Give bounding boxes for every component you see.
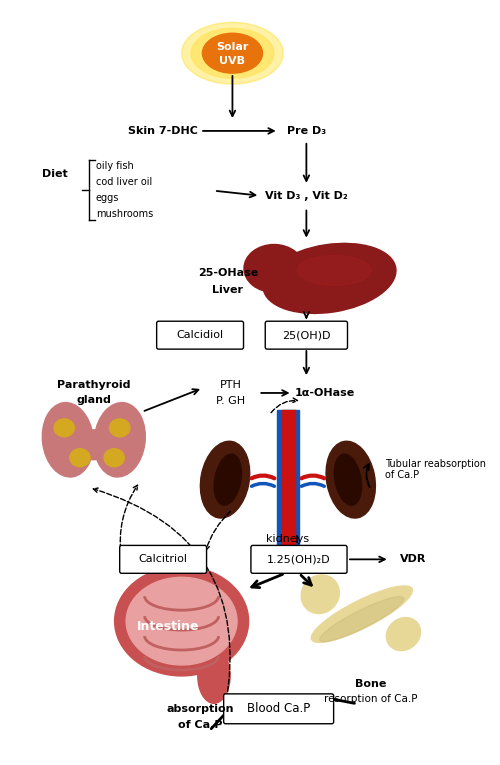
Text: Parathyroid: Parathyroid (57, 380, 130, 390)
Text: Liver: Liver (212, 285, 244, 295)
Ellipse shape (301, 575, 340, 614)
Ellipse shape (334, 454, 361, 505)
Text: mushrooms: mushrooms (96, 209, 153, 219)
Ellipse shape (94, 402, 146, 477)
Ellipse shape (42, 402, 94, 477)
Ellipse shape (386, 617, 420, 650)
Text: Pre D₃: Pre D₃ (287, 126, 326, 136)
Text: Vit D₃ , Vit D₂: Vit D₃ , Vit D₂ (265, 190, 347, 200)
Text: 1.25(OH)₂D: 1.25(OH)₂D (267, 555, 331, 565)
Text: 25-OHase: 25-OHase (198, 269, 258, 278)
Text: oily fish: oily fish (96, 161, 134, 171)
FancyArrowPatch shape (94, 488, 230, 706)
Ellipse shape (54, 419, 74, 437)
Text: eggs: eggs (96, 193, 119, 203)
Ellipse shape (114, 566, 248, 676)
Bar (277, 410, 299, 549)
Ellipse shape (70, 449, 90, 467)
Text: UVB: UVB (220, 56, 246, 66)
FancyBboxPatch shape (224, 694, 334, 724)
Text: PTH: PTH (220, 380, 242, 390)
Ellipse shape (198, 649, 230, 703)
Ellipse shape (110, 419, 130, 437)
Text: Calcidiol: Calcidiol (176, 330, 224, 340)
Ellipse shape (200, 441, 250, 518)
Text: P. GH: P. GH (216, 396, 245, 406)
Ellipse shape (244, 245, 304, 292)
Text: Tubular reabsorption
of Ca.P: Tubular reabsorption of Ca.P (385, 459, 486, 480)
Text: Solar: Solar (216, 42, 248, 52)
Text: Intestine: Intestine (136, 620, 199, 633)
Bar (282, 410, 296, 549)
FancyBboxPatch shape (120, 545, 206, 573)
Ellipse shape (214, 454, 242, 505)
Ellipse shape (126, 578, 237, 665)
Ellipse shape (191, 28, 274, 78)
Ellipse shape (297, 256, 371, 285)
Text: kidneys: kidneys (266, 535, 310, 545)
Ellipse shape (202, 33, 262, 73)
Ellipse shape (80, 430, 108, 460)
FancyBboxPatch shape (265, 321, 347, 349)
Text: cod liver oil: cod liver oil (96, 177, 152, 187)
Text: Diet: Diet (42, 169, 68, 179)
Text: resorption of Ca.P: resorption of Ca.P (324, 694, 418, 704)
Text: Blood Ca.P: Blood Ca.P (247, 702, 310, 715)
Text: of Ca.P: of Ca.P (178, 720, 222, 730)
Ellipse shape (326, 441, 376, 518)
Ellipse shape (312, 586, 412, 643)
Ellipse shape (104, 449, 124, 467)
Text: 1α-OHase: 1α-OHase (294, 388, 355, 398)
Text: Calcitriol: Calcitriol (138, 555, 188, 565)
Text: Bone: Bone (356, 679, 387, 689)
FancyBboxPatch shape (156, 321, 244, 349)
Text: Skin 7-DHC: Skin 7-DHC (128, 126, 198, 136)
Text: gland: gland (76, 395, 111, 405)
Ellipse shape (263, 243, 396, 314)
Ellipse shape (320, 597, 404, 642)
Text: absorption: absorption (166, 704, 234, 714)
Text: VDR: VDR (400, 555, 426, 565)
FancyBboxPatch shape (251, 545, 347, 573)
Ellipse shape (182, 22, 284, 84)
Text: 25(OH)D: 25(OH)D (282, 330, 331, 340)
